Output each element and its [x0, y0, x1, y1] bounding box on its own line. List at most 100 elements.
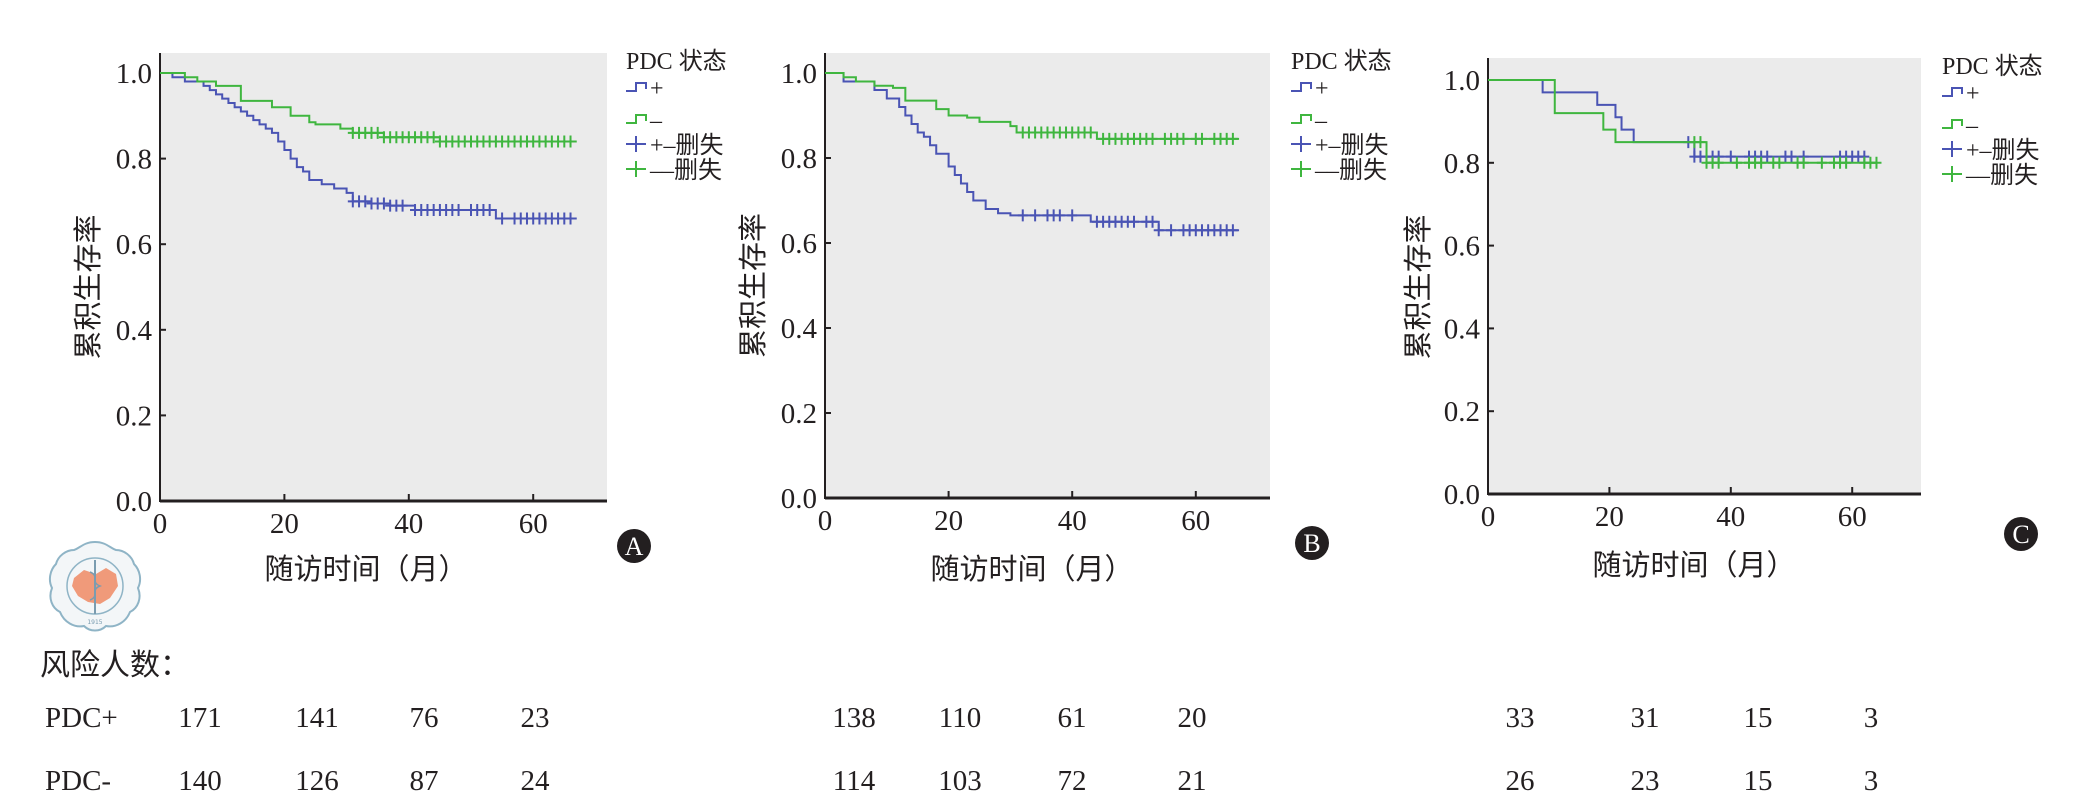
- risk-row-label-pdc-negative: PDC-: [45, 765, 112, 797]
- legend-step-icon: [626, 82, 647, 92]
- x-axis-title: 随访时间（月）: [930, 553, 1133, 586]
- y-tick-label: 0.6: [781, 228, 817, 260]
- legend-entry-label: ––删失: [1965, 162, 2038, 189]
- censor-mark-pdc-negative: [372, 126, 383, 139]
- censor-mark-pdc-negative: [1841, 156, 1852, 169]
- legend-step-icon: [1291, 82, 1312, 92]
- censor-mark-pdc-positive: [360, 195, 371, 208]
- legend-entry-label: +: [650, 76, 664, 102]
- risk-value-c-pdc-negative: 23: [1630, 765, 1660, 797]
- legend-entry-label: +–删失: [650, 132, 724, 159]
- risk-value-b-pdc-positive: 110: [938, 702, 982, 734]
- censor-mark-pdc-negative: [1756, 156, 1767, 169]
- legend-censor-icon: [1291, 136, 1311, 152]
- logo-chinese-medical-association: 1915: [44, 538, 146, 634]
- plot-background: [160, 53, 607, 501]
- censor-mark-pdc-positive: [1147, 215, 1158, 228]
- censor-mark-pdc-positive: [453, 203, 464, 216]
- censor-mark-pdc-positive: [484, 203, 495, 216]
- risk-value-c-pdc-positive: 3: [1863, 702, 1879, 734]
- risk-table-title: 风险人数：: [40, 649, 190, 682]
- x-tick-label: 60: [519, 508, 548, 540]
- x-axis-title: 随访时间（月）: [264, 553, 467, 586]
- y-tick-label: 0.0: [781, 483, 817, 515]
- censor-mark-pdc-negative: [1731, 156, 1742, 169]
- x-tick-label: 40: [1058, 505, 1087, 537]
- survival-curve-pdc-positive: [825, 72, 1240, 232]
- risk-value-a-pdc-positive: 23: [520, 702, 550, 734]
- legend-entry-label: ––删失: [649, 157, 722, 184]
- legend: PDC 状态+ –+–删失––删失: [626, 48, 727, 184]
- censor-mark-pdc-positive: [1129, 215, 1139, 228]
- y-tick-label: 1.0: [781, 58, 817, 90]
- survival-curve-pdc-negative: [1488, 79, 1877, 164]
- y-tick-label: 0.2: [116, 400, 152, 432]
- legend: PDC 状态+ –+–删失––删失: [1291, 48, 1392, 184]
- x-tick-label: 20: [270, 508, 299, 540]
- risk-value-b-pdc-negative: 72: [1057, 765, 1087, 797]
- risk-value-b-pdc-positive: 138: [832, 702, 876, 734]
- risk-value-a-pdc-positive: 76: [409, 702, 439, 734]
- y-tick-label: 1.0: [116, 58, 152, 90]
- y-axis-title: 累积生存率: [737, 213, 770, 358]
- legend-step-icon: [626, 114, 647, 124]
- risk-value-b-pdc-positive: 20: [1177, 702, 1207, 734]
- censor-mark-pdc-positive: [1153, 224, 1164, 237]
- x-tick-label: 40: [394, 508, 423, 540]
- legend: PDC 状态+ –+–删失––删失: [1942, 53, 2043, 189]
- legend-entry-label: –: [1314, 108, 1328, 134]
- legend-censor-icon: [626, 161, 646, 177]
- legend-entry-label: +–删失: [1966, 137, 2040, 164]
- censor-mark-pdc-positive: [1067, 209, 1078, 222]
- risk-value-b-pdc-negative: 103: [938, 765, 982, 797]
- plot-background: [825, 53, 1270, 498]
- panel-b: 0.0 0.2 0.4 0.6 0.8 1.0 0 20 40 60 随访时间（月） 累积生存率 PDC…: [737, 48, 1392, 586]
- censor-mark-pdc-negative: [1085, 126, 1096, 139]
- legend-entry-label: +: [1966, 81, 1980, 107]
- censor-mark-pdc-negative: [1178, 132, 1189, 145]
- risk-value-c-pdc-negative: 15: [1743, 765, 1773, 797]
- panel-label-circle: [617, 529, 651, 563]
- x-tick-label: 60: [1838, 501, 1867, 533]
- censor-mark-pdc-positive: [1725, 150, 1736, 163]
- risk-value-b-pdc-negative: 114: [832, 765, 876, 797]
- logo-emblem-icon: 1915: [48, 540, 142, 632]
- risk-value-b-pdc-positive: 61: [1057, 702, 1087, 734]
- censor-mark-pdc-negative: [1695, 136, 1706, 149]
- risk-row-label-pdc-positive: PDC+: [45, 702, 118, 734]
- y-axis-title: 累积生存率: [72, 214, 105, 359]
- y-tick-label: 0.8: [781, 143, 817, 175]
- panel-label: C: [2012, 520, 2029, 549]
- censor-mark-pdc-negative: [1774, 156, 1785, 169]
- risk-value-a-pdc-negative: 24: [520, 765, 550, 797]
- legend-step-icon: [1291, 114, 1312, 124]
- censor-mark-pdc-positive: [1786, 150, 1797, 163]
- y-axis-title: 累积生存率: [1402, 214, 1435, 359]
- panel-label: B: [1303, 529, 1320, 558]
- x-tick-label: 0: [153, 508, 168, 540]
- legend-title: PDC 状态: [626, 48, 727, 75]
- panel-label-circle: [2004, 517, 2038, 551]
- legend-entry-label: +–删失: [1315, 132, 1389, 159]
- panel-label: A: [625, 532, 644, 561]
- censor-mark-pdc-positive: [1227, 224, 1238, 237]
- legend-censor-icon: [1291, 161, 1311, 177]
- risk-value-c-pdc-positive: 31: [1630, 702, 1660, 734]
- y-tick-label: 0.0: [116, 486, 152, 518]
- plot-background: [1488, 58, 1921, 494]
- legend-entry-label: +: [1315, 76, 1329, 102]
- x-tick-label: 0: [1481, 501, 1496, 533]
- y-tick-label: 0.6: [1444, 231, 1480, 263]
- y-tick-label: 0.8: [1444, 148, 1480, 180]
- censor-mark-pdc-positive: [1017, 209, 1028, 222]
- risk-value-c-pdc-negative: 3: [1863, 765, 1879, 797]
- legend-entry-label: ––删失: [1314, 157, 1387, 184]
- censor-mark-pdc-positive: [397, 199, 408, 212]
- censor-mark-pdc-negative: [1227, 132, 1238, 145]
- censor-mark-pdc-positive: [565, 212, 576, 225]
- censor-mark-pdc-positive: [1166, 224, 1177, 237]
- x-tick-label: 20: [934, 505, 963, 537]
- svg-text:1915: 1915: [87, 619, 102, 626]
- censor-mark-pdc-positive: [1054, 209, 1065, 222]
